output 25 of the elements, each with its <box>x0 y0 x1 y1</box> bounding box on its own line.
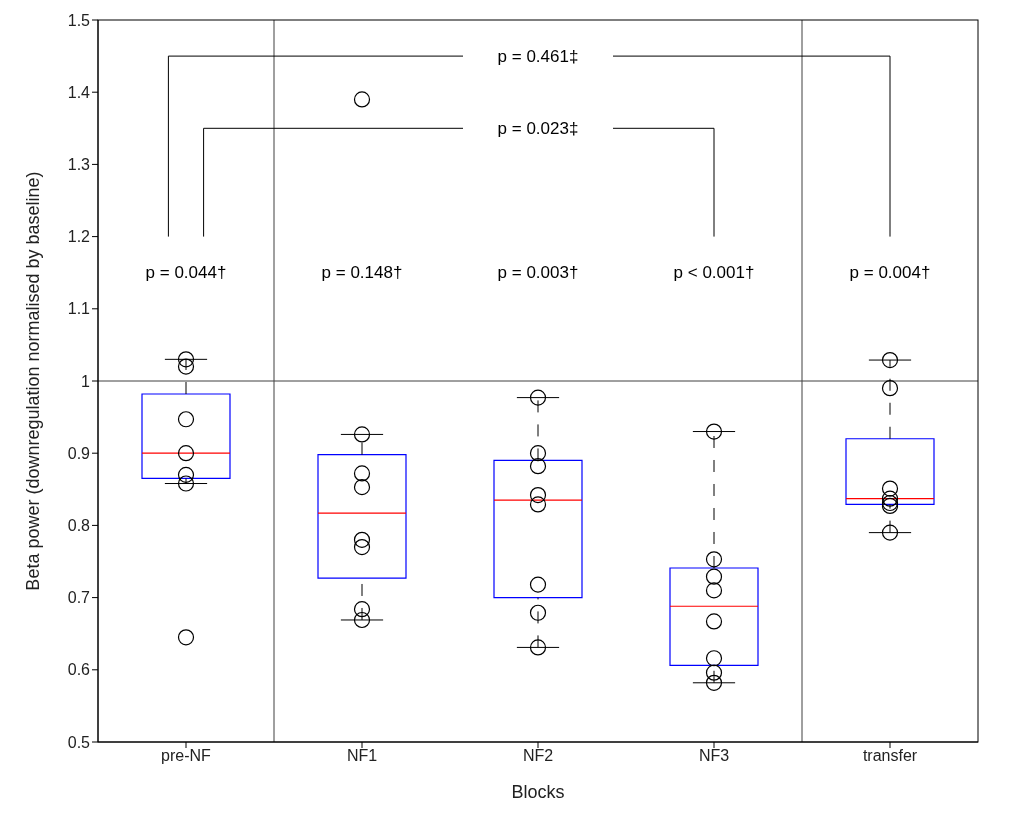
annotation: p < 0.001† <box>673 263 755 283</box>
x-tick-label: NF1 <box>346 747 378 765</box>
y-tick-label: 0.5 <box>67 733 91 751</box>
y-tick-label: 0.9 <box>67 444 91 462</box>
y-tick-label: 0.6 <box>67 661 91 679</box>
y-tick-label: 1.3 <box>67 156 91 174</box>
y-axis-title: Beta power (downregulation normalised by baseline) <box>23 171 44 591</box>
x-tick-label: transfer <box>862 747 918 765</box>
annotation: p = 0.004† <box>849 263 931 283</box>
y-tick-label: 1 <box>81 372 91 390</box>
annotation: p = 0.148† <box>321 263 403 283</box>
y-tick-label: 0.7 <box>67 589 91 607</box>
y-tick-label: 0.8 <box>67 517 91 535</box>
annotation: p = 0.044† <box>145 263 227 283</box>
annotation: p = 0.461‡ <box>497 46 579 66</box>
annotation: p = 0.003† <box>497 263 579 283</box>
x-tick-label: NF2 <box>522 747 554 765</box>
x-axis-title: Blocks <box>511 782 565 802</box>
y-tick-label: 1.1 <box>67 300 91 318</box>
y-tick-label: 1.4 <box>67 83 91 101</box>
y-tick-label: 1.5 <box>67 11 91 29</box>
x-tick-label: pre-NF <box>161 747 212 765</box>
x-tick-label: NF3 <box>698 747 730 765</box>
annotation: p = 0.023‡ <box>497 118 579 138</box>
y-tick-label: 1.2 <box>67 228 91 246</box>
